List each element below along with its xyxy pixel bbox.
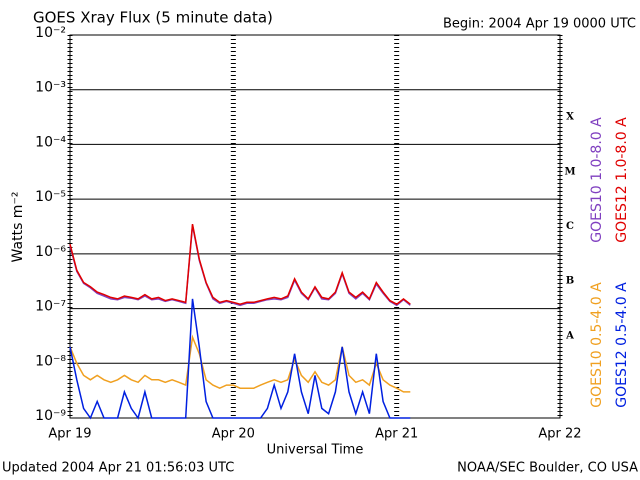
- y-tick-label: 10⁻⁷: [35, 299, 66, 315]
- y-tick-label: 10⁻³: [35, 80, 66, 96]
- legend-entry: GOES12 0.5-4.0 A: [614, 282, 630, 408]
- series-line: [69, 298, 411, 420]
- legend-entry: GOES10 1.0-8.0 A: [589, 117, 605, 243]
- y-tick-label: 10⁻²: [35, 25, 66, 41]
- flare-class-label: B: [566, 276, 574, 287]
- x-axis-label: Universal Time: [267, 443, 364, 458]
- footer-right: NOAA/SEC Boulder, CO USA: [457, 461, 638, 476]
- x-tick-label: Apr 19: [48, 427, 91, 442]
- series-line: [69, 225, 411, 307]
- footer-left: Updated 2004 Apr 21 01:56:03 UTC: [2, 461, 234, 476]
- series-line: [69, 334, 411, 393]
- x-tick-label: Apr 20: [212, 427, 255, 442]
- flare-class-label: C: [566, 221, 574, 232]
- x-tick-label: Apr 21: [375, 427, 418, 442]
- y-tick-label: 10⁻⁹: [35, 408, 66, 424]
- chart-title: GOES Xray Flux (5 minute data): [33, 9, 273, 27]
- y-tick-label: 10⁻⁸: [35, 353, 66, 369]
- flare-class-label: A: [565, 330, 574, 341]
- y-axis-label: Watts m⁻²: [10, 192, 26, 263]
- series-line: [69, 223, 411, 306]
- y-tick-label: 10⁻⁶: [35, 244, 66, 260]
- y-tick-label: 10⁻⁴: [35, 134, 66, 150]
- flare-class-label: M: [564, 166, 575, 177]
- flare-class-label: X: [566, 112, 574, 123]
- legend-entry: GOES10 0.5-4.0 A: [589, 282, 605, 408]
- x-tick-label: Apr 22: [538, 427, 581, 442]
- legend-entry: GOES12 1.0-8.0 A: [614, 117, 630, 243]
- y-tick-label: 10⁻⁵: [35, 189, 66, 205]
- chart-subtitle: Begin: 2004 Apr 19 0000 UTC: [443, 17, 636, 32]
